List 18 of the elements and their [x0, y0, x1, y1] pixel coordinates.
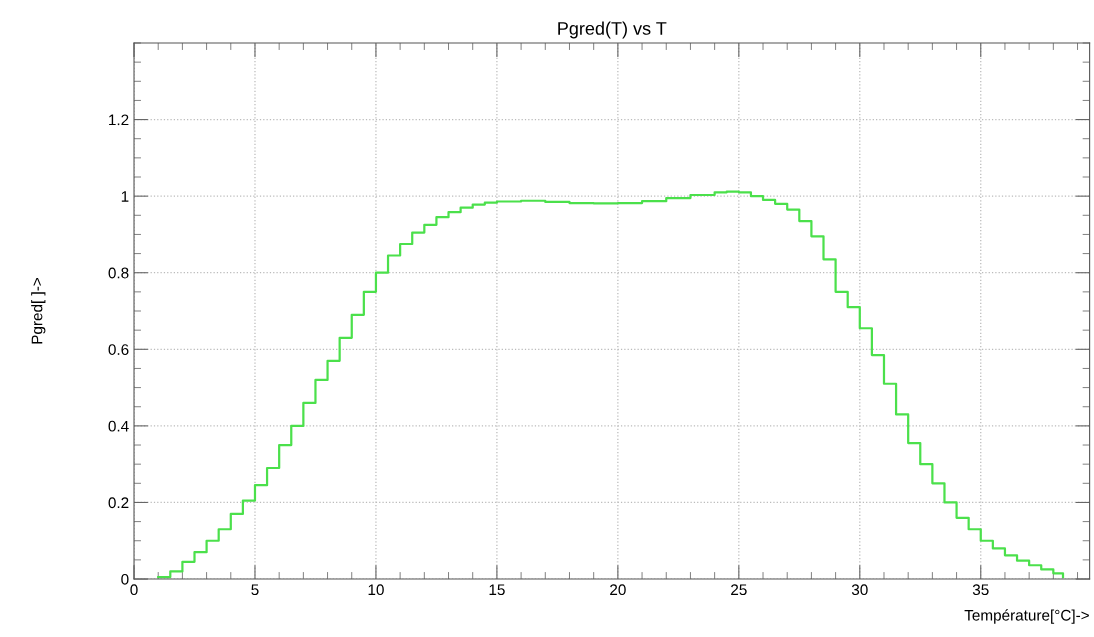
- y-tick-label: 1: [121, 191, 129, 202]
- y-tick-label: 0: [121, 573, 129, 585]
- x-tick-label: 35: [972, 584, 989, 596]
- x-tick-label: 5: [251, 584, 259, 596]
- y-tick-label: 0.2: [108, 497, 129, 509]
- x-axis-title: Température[°C]->: [964, 609, 1089, 624]
- x-tick-label: 10: [368, 584, 384, 596]
- y-axis-title: Pgred[ ]->: [31, 278, 46, 344]
- y-tick-label: 0.4: [108, 420, 129, 432]
- x-tick-label: 30: [851, 584, 868, 596]
- y-tick-label: 0.6: [108, 344, 129, 355]
- y-tick-label: 0.8: [108, 267, 129, 279]
- chart-title: Pgred(T) vs T: [558, 21, 667, 39]
- x-tick-label: 20: [610, 584, 626, 596]
- x-tick-label: 15: [489, 584, 505, 596]
- y-tick-label: 1.2: [109, 114, 129, 126]
- x-tick-label: 25: [731, 584, 747, 596]
- x-tick-label: 0: [130, 584, 138, 596]
